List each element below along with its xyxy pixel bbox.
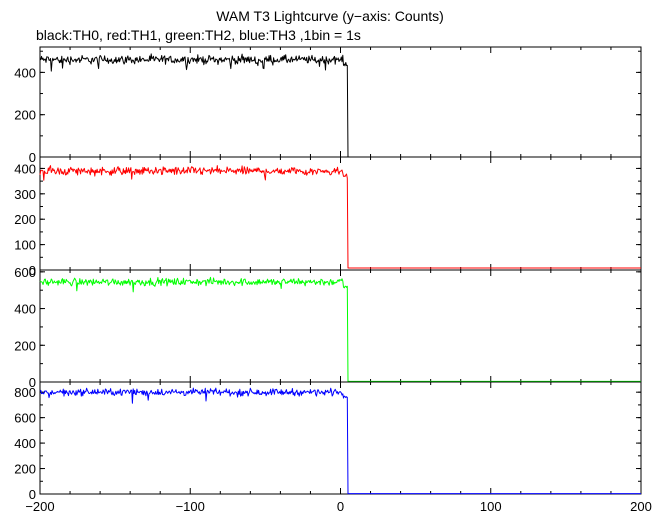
y-tick-label: 400 (14, 302, 36, 317)
y-tick-label: 600 (14, 411, 36, 426)
y-tick-label: 0 (29, 263, 36, 278)
panel-frame-TH2 (39, 269, 642, 383)
y-tick-label: 400 (14, 65, 36, 80)
y-tick-label: 200 (14, 462, 36, 477)
y-tick-label: 800 (14, 385, 36, 400)
series-line-TH2 (39, 276, 641, 382)
panel-frame-TH3 (39, 381, 642, 495)
y-tick-label: 0 (29, 487, 36, 502)
y-tick-label: 200 (14, 338, 36, 353)
y-tick-label: 600 (14, 265, 36, 280)
x-tick-label: 200 (630, 499, 652, 514)
y-tick-label: 200 (14, 212, 36, 227)
chart-legend-text: black:TH0, red:TH1, green:TH2, blue:TH3 … (36, 27, 361, 43)
y-tick-label: 300 (14, 187, 36, 202)
y-tick-label: 0 (29, 150, 36, 165)
series-line-TH1 (39, 165, 641, 269)
y-tick-label: 0 (29, 375, 36, 390)
series-line-TH0 (39, 53, 641, 158)
x-tick-label: 0 (337, 499, 344, 514)
x-tick-label: 100 (480, 499, 502, 514)
y-tick-label: 200 (14, 108, 36, 123)
y-tick-label: 400 (14, 161, 36, 176)
series-line-TH3 (39, 387, 641, 495)
x-tick-label: −200 (25, 499, 54, 514)
y-tick-label: 100 (14, 238, 36, 253)
panel-frame-TH1 (39, 156, 642, 271)
panel-frame-TH0 (39, 46, 642, 158)
chart-title: WAM T3 Lightcurve (y−axis: Counts) (216, 8, 444, 24)
x-tick-label: −100 (176, 499, 205, 514)
y-tick-label: 400 (14, 436, 36, 451)
